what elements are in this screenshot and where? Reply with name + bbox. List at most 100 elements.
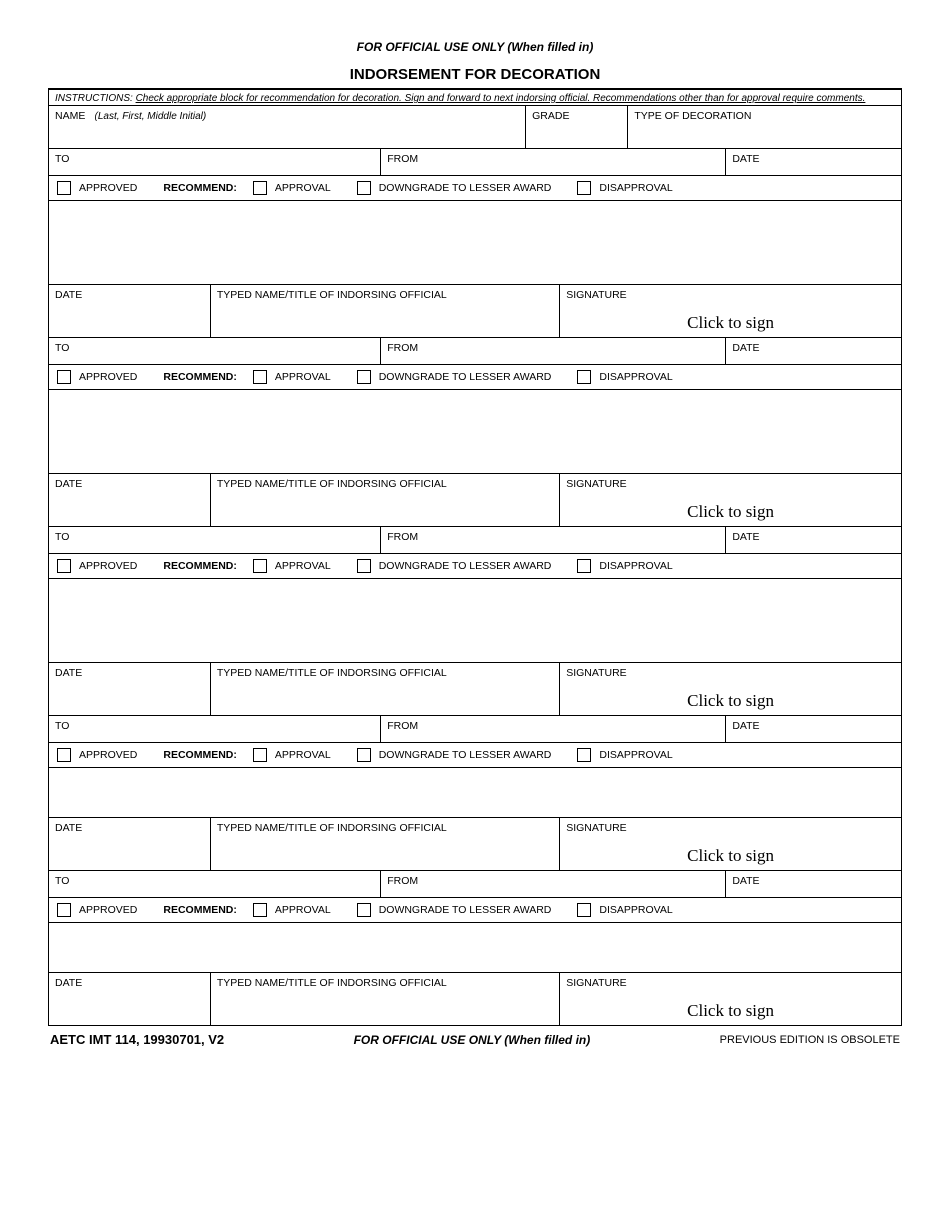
block2-disapproval-checkbox[interactable] <box>577 370 591 384</box>
date-label: DATE <box>55 977 82 989</box>
block5-signature[interactable]: SIGNATURE Click to sign <box>560 973 901 1025</box>
decoration-label: TYPE OF DECORATION <box>634 110 751 122</box>
block4-sig-name[interactable]: TYPED NAME/TITLE OF INDORSING OFFICIAL <box>211 818 560 870</box>
block1-date[interactable]: DATE <box>726 149 901 175</box>
typed-name-label: TYPED NAME/TITLE OF INDORSING OFFICIAL <box>217 822 447 834</box>
click-to-sign[interactable]: Click to sign <box>566 691 895 711</box>
block4-comments[interactable] <box>49 768 901 818</box>
block3-downgrade-checkbox[interactable] <box>357 559 371 573</box>
signature-label: SIGNATURE <box>566 977 626 989</box>
block5-from[interactable]: FROM <box>381 871 726 897</box>
block2-approved-checkbox[interactable] <box>57 370 71 384</box>
block3-to[interactable]: TO <box>49 527 381 553</box>
from-label: FROM <box>387 875 418 887</box>
block5-sig-name[interactable]: TYPED NAME/TITLE OF INDORSING OFFICIAL <box>211 973 560 1025</box>
block1-to[interactable]: TO <box>49 149 381 175</box>
block1-sig-name[interactable]: TYPED NAME/TITLE OF INDORSING OFFICIAL <box>211 285 560 337</box>
instructions-text: Check appropriate block for recommendati… <box>136 93 866 104</box>
approval-label: APPROVAL <box>275 182 331 194</box>
approved-label: APPROVED <box>79 560 137 572</box>
click-to-sign[interactable]: Click to sign <box>566 846 895 866</box>
recommend-label: RECOMMEND: <box>163 749 237 761</box>
to-label: TO <box>55 720 69 732</box>
block4-checkboxes: APPROVED RECOMMEND: APPROVAL DOWNGRADE T… <box>49 743 901 768</box>
block4-from[interactable]: FROM <box>381 716 726 742</box>
form-title: INDORSEMENT FOR DECORATION <box>48 66 902 83</box>
block2-downgrade-checkbox[interactable] <box>357 370 371 384</box>
block4-disapproval-checkbox[interactable] <box>577 748 591 762</box>
block2-sig-date[interactable]: DATE <box>49 474 211 526</box>
block3-from[interactable]: FROM <box>381 527 726 553</box>
to-label: TO <box>55 875 69 887</box>
block3-approval-checkbox[interactable] <box>253 559 267 573</box>
block4-downgrade-checkbox[interactable] <box>357 748 371 762</box>
signature-label: SIGNATURE <box>566 822 626 834</box>
block4-sig-date[interactable]: DATE <box>49 818 211 870</box>
name-field[interactable]: NAME (Last, First, Middle Initial) <box>49 106 526 148</box>
block2-to[interactable]: TO <box>49 338 381 364</box>
block4-approved-checkbox[interactable] <box>57 748 71 762</box>
block1-downgrade-checkbox[interactable] <box>357 181 371 195</box>
block1-approved-checkbox[interactable] <box>57 181 71 195</box>
block3-disapproval-checkbox[interactable] <box>577 559 591 573</box>
instructions-prefix: INSTRUCTIONS: <box>55 93 136 104</box>
block2-approval-checkbox[interactable] <box>253 370 267 384</box>
date-label: DATE <box>55 289 82 301</box>
block1-from[interactable]: FROM <box>381 149 726 175</box>
block1-disapproval-checkbox[interactable] <box>577 181 591 195</box>
block3-signature[interactable]: SIGNATURE Click to sign <box>560 663 901 715</box>
block5-approval-checkbox[interactable] <box>253 903 267 917</box>
date-label: DATE <box>732 153 759 165</box>
block2-comments[interactable] <box>49 390 901 474</box>
block4-date[interactable]: DATE <box>726 716 901 742</box>
block4-signature[interactable]: SIGNATURE Click to sign <box>560 818 901 870</box>
from-label: FROM <box>387 342 418 354</box>
block1-approval-checkbox[interactable] <box>253 181 267 195</box>
block2-signature[interactable]: SIGNATURE Click to sign <box>560 474 901 526</box>
block1-comments[interactable] <box>49 201 901 285</box>
date-label: DATE <box>732 531 759 543</box>
block4-approval-checkbox[interactable] <box>253 748 267 762</box>
typed-name-label: TYPED NAME/TITLE OF INDORSING OFFICIAL <box>217 478 447 490</box>
click-to-sign[interactable]: Click to sign <box>566 1001 895 1021</box>
block2-to-from-date: TO FROM DATE <box>49 338 901 365</box>
to-label: TO <box>55 342 69 354</box>
approved-label: APPROVED <box>79 182 137 194</box>
grade-field[interactable]: GRADE <box>526 106 628 148</box>
block5-disapproval-checkbox[interactable] <box>577 903 591 917</box>
block3-sig-name[interactable]: TYPED NAME/TITLE OF INDORSING OFFICIAL <box>211 663 560 715</box>
block3-sig-date[interactable]: DATE <box>49 663 211 715</box>
block5-to[interactable]: TO <box>49 871 381 897</box>
to-label: TO <box>55 531 69 543</box>
form-id: AETC IMT 114, 19930701, V2 <box>50 1032 224 1047</box>
footer-obsolete: PREVIOUS EDITION IS OBSOLETE <box>720 1034 900 1046</box>
block5-sig-date[interactable]: DATE <box>49 973 211 1025</box>
block5-downgrade-checkbox[interactable] <box>357 903 371 917</box>
date-label: DATE <box>732 720 759 732</box>
click-to-sign[interactable]: Click to sign <box>566 313 895 333</box>
block1-signature[interactable]: SIGNATURE Click to sign <box>560 285 901 337</box>
block2-sig-name[interactable]: TYPED NAME/TITLE OF INDORSING OFFICIAL <box>211 474 560 526</box>
block3-approved-checkbox[interactable] <box>57 559 71 573</box>
block4-to[interactable]: TO <box>49 716 381 742</box>
block2-date[interactable]: DATE <box>726 338 901 364</box>
name-hint: (Last, First, Middle Initial) <box>95 111 207 122</box>
typed-name-label: TYPED NAME/TITLE OF INDORSING OFFICIAL <box>217 289 447 301</box>
form-footer: AETC IMT 114, 19930701, V2 FOR OFFICIAL … <box>48 1026 902 1047</box>
block5-approved-checkbox[interactable] <box>57 903 71 917</box>
typed-name-label: TYPED NAME/TITLE OF INDORSING OFFICIAL <box>217 667 447 679</box>
block1-signature-row: DATE TYPED NAME/TITLE OF INDORSING OFFIC… <box>49 285 901 338</box>
block1-sig-date[interactable]: DATE <box>49 285 211 337</box>
block3-comments[interactable] <box>49 579 901 663</box>
decoration-field[interactable]: TYPE OF DECORATION <box>628 106 901 148</box>
approval-label: APPROVAL <box>275 560 331 572</box>
click-to-sign[interactable]: Click to sign <box>566 502 895 522</box>
block3-date[interactable]: DATE <box>726 527 901 553</box>
from-label: FROM <box>387 720 418 732</box>
block5-comments[interactable] <box>49 923 901 973</box>
block5-date[interactable]: DATE <box>726 871 901 897</box>
block2-from[interactable]: FROM <box>381 338 726 364</box>
footer-fouo: FOR OFFICIAL USE ONLY (When filled in) <box>354 1033 591 1047</box>
approved-label: APPROVED <box>79 749 137 761</box>
from-label: FROM <box>387 531 418 543</box>
